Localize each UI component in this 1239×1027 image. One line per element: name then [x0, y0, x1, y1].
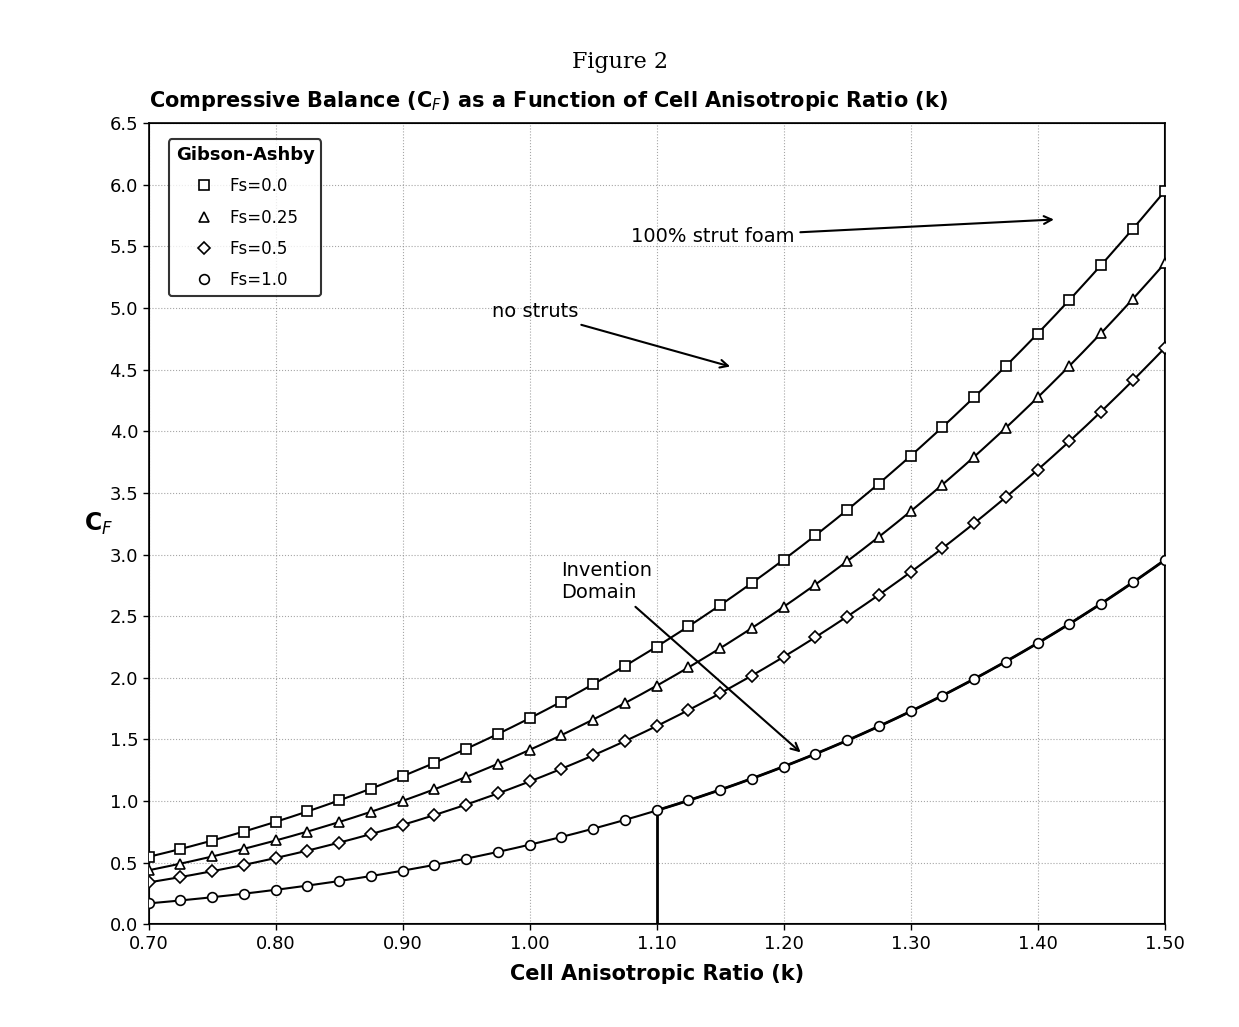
Bar	[149, 123, 1165, 924]
Text: Invention
Domain: Invention Domain	[561, 561, 799, 751]
Legend: Fs=0.0, Fs=0.25, Fs=0.5, Fs=1.0: Fs=0.0, Fs=0.25, Fs=0.5, Fs=1.0	[169, 140, 321, 296]
Text: Compressive Balance (C$_F$) as a Function of Cell Anisotropic Ratio (k): Compressive Balance (C$_F$) as a Functio…	[149, 88, 948, 113]
Y-axis label: C$_F$: C$_F$	[84, 510, 113, 537]
Text: Figure 2: Figure 2	[571, 51, 668, 73]
X-axis label: Cell Anisotropic Ratio (k): Cell Anisotropic Ratio (k)	[509, 963, 804, 984]
Text: 100% strut foam: 100% strut foam	[631, 216, 1052, 246]
Text: no struts: no struts	[492, 302, 729, 368]
